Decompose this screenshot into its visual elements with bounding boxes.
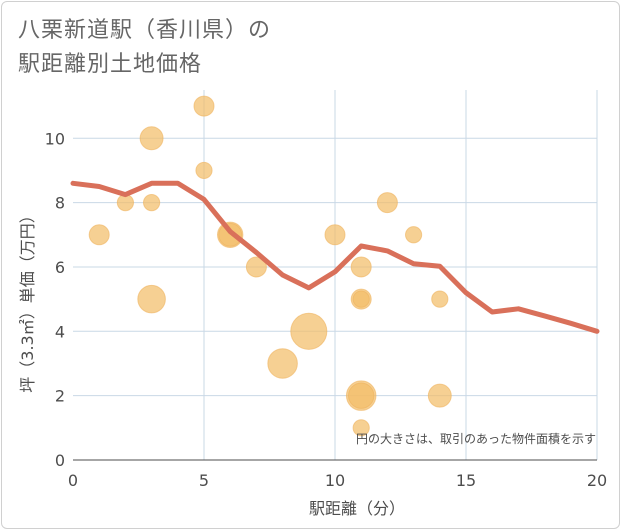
y-tick-label: 2 xyxy=(55,387,65,406)
trend-layer xyxy=(70,180,600,334)
data-bubble xyxy=(427,383,452,408)
data-bubble xyxy=(139,126,164,151)
data-bubble xyxy=(290,312,328,350)
data-bubble xyxy=(376,192,398,214)
data-bubble xyxy=(195,161,213,180)
data-bubble xyxy=(193,95,215,117)
data-bubble xyxy=(245,256,267,278)
chart-title-line2: 駅距離別土地価格 xyxy=(18,52,203,77)
data-bubble xyxy=(143,194,161,212)
grid-lines xyxy=(73,90,598,460)
x-tick-label: 20 xyxy=(587,471,607,490)
y-tick-label: 0 xyxy=(55,451,65,470)
bubble-layer xyxy=(88,95,452,437)
data-bubble xyxy=(88,224,110,246)
x-axis-title: 駅距離（分） xyxy=(309,499,405,518)
y-tick-label: 8 xyxy=(55,194,65,213)
tick-labels: 0 5 10 15 20 0 2 4 6 8 10 xyxy=(45,129,608,490)
x-tick-label: 15 xyxy=(456,471,476,490)
data-bubble xyxy=(352,419,370,437)
data-bubble xyxy=(405,226,423,244)
data-bubble xyxy=(348,382,375,409)
data-bubble xyxy=(431,290,449,308)
y-axis-title: 坪（3.3㎡）単価（万円） xyxy=(18,207,37,392)
data-bubble xyxy=(350,256,372,278)
data-bubble xyxy=(267,348,298,379)
y-tick-label: 10 xyxy=(45,129,65,148)
data-bubble xyxy=(352,290,370,308)
x-tick-label: 5 xyxy=(199,471,209,490)
data-bubble xyxy=(324,224,346,246)
chart-title-line1: 八栗新道駅（香川県）の xyxy=(18,18,272,43)
data-bubble xyxy=(137,284,166,314)
chart-title: 八栗新道駅（香川県）の 駅距離別土地価格 xyxy=(18,14,271,82)
trend-line xyxy=(70,180,600,334)
y-tick-label: 4 xyxy=(55,322,65,341)
size-note: 円の大きさは、取引のあった物件面積を示す xyxy=(356,431,596,446)
x-tick-label: 0 xyxy=(68,471,78,490)
y-tick-label: 6 xyxy=(55,258,65,277)
x-tick-label: 10 xyxy=(325,471,345,490)
